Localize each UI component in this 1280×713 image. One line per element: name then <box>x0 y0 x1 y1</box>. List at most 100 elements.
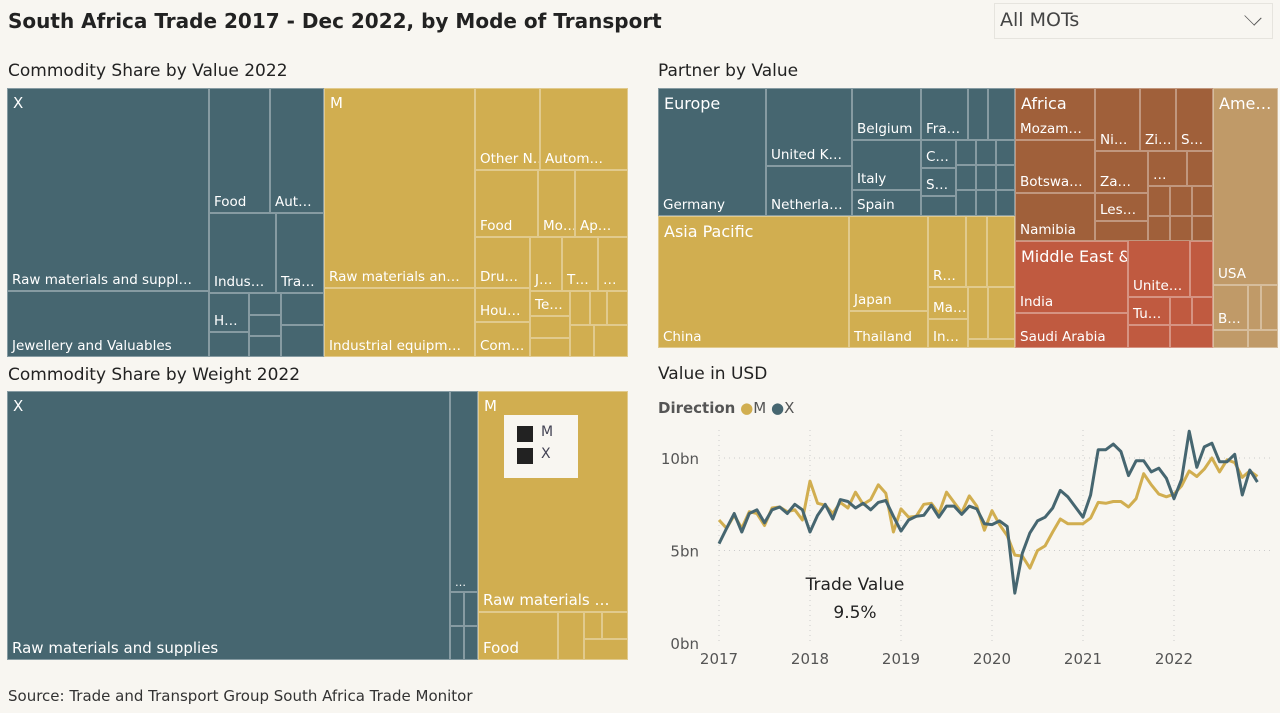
treemap-cell[interactable]: Fra… <box>921 88 968 140</box>
treemap-cell[interactable] <box>570 291 590 325</box>
treemap-cell[interactable] <box>249 336 281 357</box>
treemap-cell[interactable] <box>1192 297 1213 325</box>
treemap-cell[interactable]: Ap… <box>575 170 628 237</box>
treemap-cell[interactable] <box>1213 330 1248 348</box>
treemap-cell[interactable]: Hou… <box>475 288 530 322</box>
treemap-cell[interactable]: Aut… <box>270 88 324 213</box>
treemap-cell[interactable]: Food <box>209 88 270 213</box>
treemap-cell[interactable] <box>968 287 988 339</box>
treemap-cell[interactable]: Te… <box>530 291 570 316</box>
treemap-cell[interactable] <box>584 612 602 639</box>
treemap-cell[interactable] <box>570 325 594 357</box>
treemap-cell[interactable]: Food <box>475 170 538 237</box>
treemap-cell[interactable]: Indus… <box>209 213 276 293</box>
treemap-cell[interactable] <box>249 293 281 315</box>
treemap-cell[interactable] <box>1248 285 1261 330</box>
treemap-cell[interactable]: Tu… <box>1128 297 1170 325</box>
treemap-cell[interactable]: Thailand <box>849 311 928 348</box>
treemap-cell[interactable] <box>1170 186 1192 216</box>
treemap-cell[interactable]: H… <box>209 293 249 332</box>
treemap-cell[interactable]: In… <box>928 319 968 348</box>
treemap-cell[interactable]: Les… <box>1095 193 1148 221</box>
treemap-cell[interactable] <box>1148 186 1170 216</box>
treemap-cell[interactable]: … <box>450 391 478 592</box>
legend-item-m[interactable]: M <box>753 399 767 417</box>
treemap-cell[interactable]: X Raw materials and suppl… <box>7 88 209 291</box>
treemap-cell[interactable]: Japan <box>849 216 928 311</box>
treemap-cell[interactable] <box>1190 241 1213 297</box>
treemap-cell[interactable] <box>921 196 956 216</box>
treemap-cell[interactable]: Europe Germany <box>658 88 766 216</box>
treemap-cell[interactable]: Com… <box>475 322 530 357</box>
treemap-cell[interactable] <box>558 612 584 660</box>
treemap-cell[interactable]: Zi… <box>1140 88 1176 151</box>
treemap-cell[interactable] <box>1261 285 1278 330</box>
treemap-cell[interactable] <box>530 316 570 338</box>
treemap-cell[interactable]: C… <box>921 140 956 168</box>
treemap-cell[interactable]: … <box>598 237 628 291</box>
treemap-cell[interactable]: Tra… <box>276 213 324 293</box>
treemap-cell[interactable] <box>209 332 249 357</box>
mode-of-transport-dropdown[interactable]: All MOTs <box>994 3 1273 39</box>
treemap-cell[interactable] <box>464 626 478 660</box>
treemap-cell[interactable] <box>988 88 1015 140</box>
treemap-cell[interactable] <box>584 639 628 660</box>
treemap-cell[interactable] <box>968 88 988 140</box>
treemap-cell[interactable] <box>996 190 1015 216</box>
treemap-cell[interactable]: T… <box>562 237 598 291</box>
treemap-cell[interactable]: United K… <box>766 88 852 166</box>
treemap-cell[interactable] <box>590 291 607 325</box>
treemap-cell[interactable] <box>1187 151 1213 186</box>
treemap-cell[interactable]: Jewellery and Valuables <box>7 291 209 357</box>
treemap-cell[interactable] <box>607 291 628 325</box>
treemap-cell[interactable] <box>968 339 1015 348</box>
treemap-cell[interactable] <box>464 592 478 626</box>
treemap-cell[interactable]: Za… <box>1095 151 1148 193</box>
treemap-cell[interactable]: Ame… USA <box>1213 88 1278 285</box>
treemap-cell[interactable] <box>450 626 464 660</box>
treemap-cell[interactable] <box>996 165 1015 190</box>
treemap-cell[interactable]: J… <box>530 237 562 291</box>
treemap-cell[interactable] <box>1170 297 1192 325</box>
treemap-cell[interactable] <box>530 338 570 357</box>
treemap-cell[interactable]: Botswa… <box>1015 140 1095 193</box>
treemap-cell[interactable] <box>987 216 1015 287</box>
treemap-cell[interactable] <box>1248 330 1278 348</box>
treemap-cell[interactable]: Autom… <box>540 88 628 170</box>
treemap-cell[interactable] <box>956 140 976 165</box>
treemap-cell[interactable] <box>249 315 281 336</box>
treemap-cell[interactable] <box>1128 325 1170 348</box>
treemap-cell[interactable] <box>1192 216 1213 241</box>
treemap-cell[interactable]: Africa Mozam… <box>1015 88 1095 140</box>
treemap-cell[interactable] <box>956 165 976 190</box>
treemap-cell[interactable] <box>976 190 996 216</box>
treemap-cell[interactable] <box>1170 325 1213 348</box>
treemap-cell[interactable]: S… <box>921 168 956 196</box>
treemap-cell[interactable] <box>1148 216 1170 241</box>
treemap-cell[interactable]: Middle East & South … India <box>1015 241 1128 313</box>
treemap-cell[interactable]: Namibia <box>1015 193 1095 241</box>
treemap-cell[interactable] <box>281 325 324 357</box>
treemap-cell[interactable]: Dru… <box>475 237 530 288</box>
treemap-cell[interactable]: … <box>1148 151 1187 186</box>
treemap-cell[interactable]: Industrial equipm… <box>324 288 475 357</box>
treemap-cell[interactable]: Other N… <box>475 88 540 170</box>
treemap-cell[interactable]: Mo… <box>538 170 575 237</box>
treemap-cell[interactable] <box>1192 186 1213 216</box>
treemap-cell[interactable] <box>976 140 996 165</box>
treemap-cell[interactable] <box>966 216 987 287</box>
treemap-cell[interactable] <box>976 165 996 190</box>
treemap-cell[interactable]: Ni… <box>1095 88 1140 151</box>
treemap-cell[interactable]: Asia Pacific China <box>658 216 849 348</box>
legend-item-x[interactable]: X <box>784 399 795 417</box>
treemap-cell[interactable]: Belgium <box>852 88 921 140</box>
treemap-cell[interactable] <box>1170 216 1192 241</box>
treemap-cell[interactable] <box>594 325 628 357</box>
treemap-cell[interactable] <box>1095 221 1148 241</box>
treemap-cell[interactable]: Food <box>478 612 558 660</box>
treemap-cell[interactable]: X Raw materials and supplies <box>7 391 450 660</box>
treemap-cell[interactable]: M Raw materials an… <box>324 88 475 288</box>
treemap-cell[interactable] <box>996 140 1015 165</box>
treemap-cell[interactable]: Netherla… <box>766 166 852 216</box>
treemap-cell[interactable]: S… <box>1176 88 1213 151</box>
